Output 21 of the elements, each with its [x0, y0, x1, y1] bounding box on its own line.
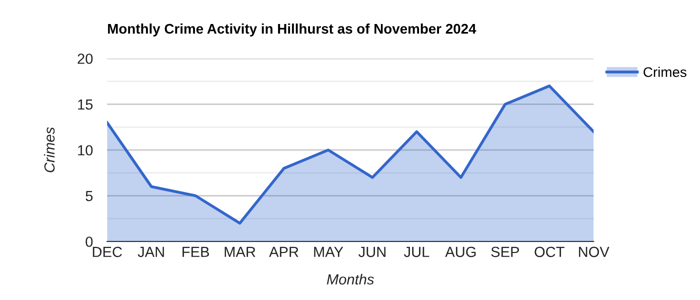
x-tick-label: DEC — [92, 246, 122, 258]
y-tick-label: 10 — [78, 145, 93, 156]
y-tick-label: 20 — [78, 54, 93, 64]
x-tick-label: NOV — [578, 246, 610, 258]
x-tick-label: MAR — [224, 246, 256, 257]
y-tick-label: 0 — [86, 236, 93, 247]
x-tick-label: FEB — [182, 246, 209, 257]
legend-label: Crimes — [644, 66, 686, 78]
x-tick-label: AUG — [445, 246, 476, 258]
x-tick-label: JUL — [404, 246, 430, 258]
y-tick-label: 5 — [86, 191, 93, 202]
x-tick-label: SEP — [491, 246, 519, 258]
x-tick-label: MAY — [314, 246, 344, 257]
y-tick-label: 15 — [78, 100, 93, 110]
y-axis-title: Crimes — [44, 127, 55, 172]
x-axis-title: Months — [326, 274, 374, 285]
x-tick-label: JUN — [358, 246, 386, 258]
chart-title: Monthly Crime Activity in Hillhurst as of November 2024 — [108, 24, 476, 36]
x-tick-label: APR — [269, 246, 298, 257]
x-tick-label: JAN — [138, 246, 164, 258]
x-tick-label: OCT — [534, 246, 564, 258]
